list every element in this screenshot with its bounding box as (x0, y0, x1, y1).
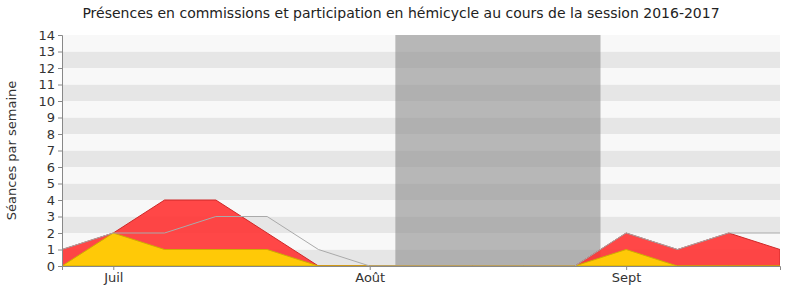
x-axis: Juil Août Sept (63, 266, 781, 285)
y-tick-label: 10 (38, 94, 55, 109)
y-tick: 10 (38, 94, 62, 109)
y-tick: 12 (38, 61, 62, 76)
title: Présences en commissions et participatio… (82, 5, 719, 21)
shaded-period (395, 35, 600, 266)
y-axis-title: Séances par semaine (4, 81, 19, 220)
y-tick-mark (58, 85, 62, 86)
line (62, 217, 780, 267)
y-tick-mark (58, 233, 62, 234)
y-tick: 9 (47, 110, 62, 125)
y-tick-label: 0 (47, 259, 55, 274)
y-axis-line (58, 36, 63, 267)
y-tick-label: 6 (47, 160, 55, 175)
y-tick-mark (58, 118, 62, 119)
y-tick-label: 1 (47, 242, 55, 257)
y-tick-mark (58, 266, 62, 267)
y-tick-label: 8 (47, 127, 55, 142)
x-axis-line (63, 267, 781, 271)
y-tick-mark (58, 250, 62, 251)
y-tick: 4 (47, 193, 62, 208)
y-tick-label: 7 (47, 143, 55, 158)
y-tick: 5 (47, 176, 62, 191)
chart: 01234567891011121314JuilAoûtSeptPrésence… (0, 0, 790, 300)
y-tick: 2 (47, 226, 62, 241)
y-tick-label: 12 (38, 61, 55, 76)
y-tick-mark (58, 134, 62, 135)
y-tick-label: 14 (38, 28, 55, 43)
y-tick-label: 3 (47, 209, 55, 224)
y-tick-mark (58, 35, 62, 36)
x-tick: Sept (612, 266, 642, 285)
y-axis: 01234567891011121314 (38, 28, 62, 274)
y-tick-mark (58, 167, 62, 168)
x-tick: Août (355, 266, 385, 285)
y-tick-label: 11 (38, 77, 55, 92)
y-tick: 7 (47, 143, 62, 158)
y-tick: 8 (47, 127, 62, 142)
area (62, 200, 780, 266)
y-tick-label: 13 (38, 44, 55, 59)
y-tick-mark (58, 200, 62, 201)
y-tick-mark (58, 52, 62, 53)
y-tick: 1 (47, 242, 62, 257)
plot-area (62, 35, 780, 266)
x-tick-label: Août (355, 270, 385, 285)
y-tick-label: 4 (47, 193, 55, 208)
y-tick: 0 (47, 259, 62, 274)
y-tick-label: 9 (47, 110, 55, 125)
y-tick: 3 (47, 209, 62, 224)
y-tick: 14 (38, 28, 62, 43)
grid (62, 35, 780, 266)
y-tick: 6 (47, 160, 62, 175)
x-tick-label: Sept (612, 270, 642, 285)
y-tick: 13 (38, 44, 62, 59)
y-tick-mark (58, 151, 62, 152)
y-tick-mark (58, 217, 62, 218)
y-tick-mark (58, 68, 62, 69)
x-tick: Juil (103, 266, 123, 285)
area (62, 233, 780, 266)
y-tick: 11 (38, 77, 62, 92)
x-tick-label: Juil (103, 270, 123, 285)
y-tick-mark (58, 184, 62, 185)
y-tick-mark (58, 101, 62, 102)
y-tick-label: 5 (47, 176, 55, 191)
y-tick-label: 2 (47, 226, 55, 241)
